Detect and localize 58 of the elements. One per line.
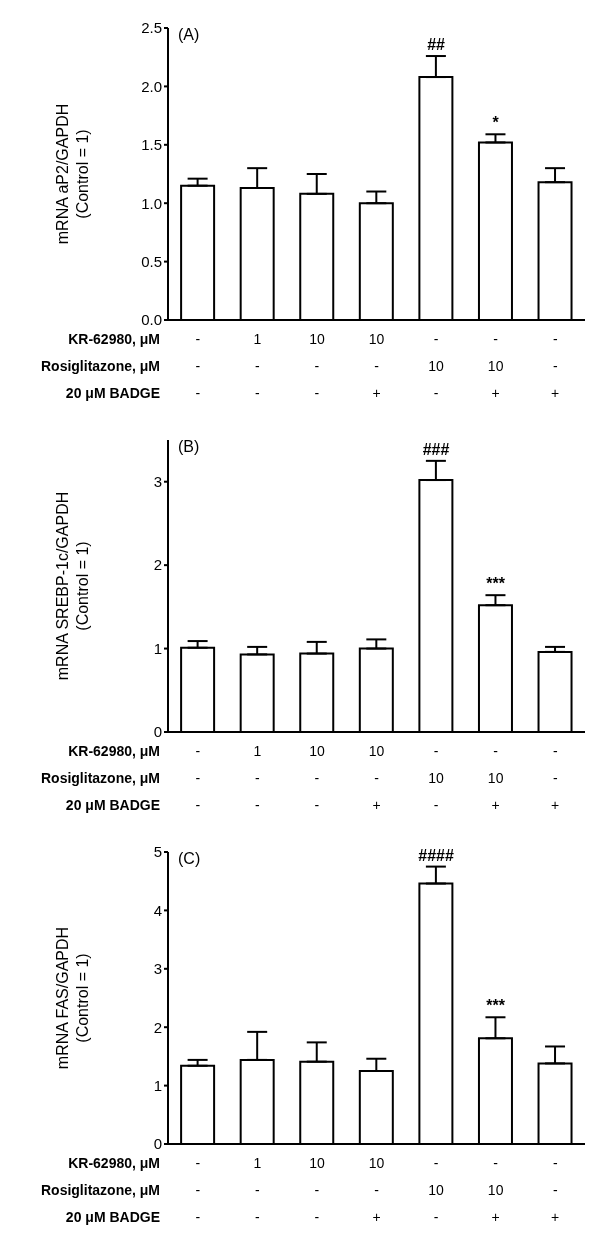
y-tick-label: 3: [153, 960, 162, 978]
x-tick-label: 1 - -: [253, 1155, 262, 1225]
x-tick-label: - - -: [195, 1155, 201, 1225]
x-tick-label: - 10 +: [487, 743, 504, 813]
x-tick-label: 10 - +: [368, 1155, 385, 1225]
x-tick-label: - 10 +: [487, 1155, 504, 1225]
y-axis-title: mRNA SREBP-1c/GAPDH (Control = 1): [54, 491, 91, 681]
x-tick-label: 1 - -: [253, 743, 262, 813]
y-tick-label: 0.5: [141, 252, 162, 270]
x-tick-label: - - +: [551, 331, 560, 401]
y-tick-label: 0: [153, 1135, 162, 1153]
annotation: *: [492, 114, 500, 132]
y-tick-label: 2.0: [141, 77, 162, 95]
x-tick-label: 10 - -: [309, 743, 325, 813]
annotation: ####: [418, 846, 454, 864]
y-tick-label: 4: [153, 901, 162, 919]
text: 20 μM BADGE: [65, 385, 160, 401]
y-tick-label: 2: [153, 1018, 162, 1036]
x-tick-label: 10 - +: [368, 743, 385, 813]
text: KR-62980, μM: [68, 331, 160, 347]
x-tick-label: - 10 +: [487, 331, 504, 401]
annotation: ###: [422, 440, 450, 458]
text: 20 μM BADGE: [65, 797, 160, 813]
x-tick-label: 10 - +: [368, 331, 385, 401]
text: Rosiglitazone, μM: [40, 358, 160, 374]
annotation: ***: [486, 997, 506, 1015]
x-tick-label: - 10 -: [428, 331, 445, 401]
y-axis-title: mRNA aP2/GAPDH (Control = 1): [54, 103, 91, 245]
x-tick-label: - - +: [551, 1155, 560, 1225]
y-axis-title: mRNA FAS/GAPDH (Control = 1): [54, 926, 91, 1070]
y-tick-label: 0: [153, 723, 162, 741]
y-tick-label: 1: [153, 1076, 162, 1094]
x-tick-label: - - -: [195, 331, 201, 401]
y-tick-label: 2.5: [141, 19, 162, 37]
x-tick-label: 10 - -: [309, 331, 325, 401]
x-tick-label: - 10 -: [428, 743, 445, 813]
x-tick-label: 1 - -: [253, 331, 262, 401]
annotation: ##: [427, 36, 446, 54]
x-tick-label: - - +: [551, 743, 560, 813]
chart-title: (C): [178, 850, 201, 868]
y-tick-label: 1.0: [141, 194, 162, 212]
y-tick-label: 5: [153, 843, 162, 861]
text: KR-62980, μM: [68, 1155, 160, 1171]
x-tick-label: - 10 -: [428, 1155, 445, 1225]
chart-title: (A): [178, 26, 200, 44]
text: KR-62980, μM: [68, 743, 160, 759]
text: 20 μM BADGE: [65, 1209, 160, 1225]
chart-title: (B): [178, 438, 200, 456]
y-tick-label: 1.5: [141, 136, 162, 154]
annotation: ***: [486, 575, 506, 593]
y-tick-label: 1: [153, 639, 162, 657]
text: Rosiglitazone, μM: [40, 770, 160, 786]
x-tick-label: - - -: [195, 743, 201, 813]
text: Rosiglitazone, μM: [40, 1182, 160, 1198]
y-tick-label: 2: [153, 556, 162, 574]
y-tick-label: 0.0: [141, 311, 162, 329]
x-tick-label: 10 - -: [309, 1155, 325, 1225]
y-tick-label: 3: [153, 473, 162, 491]
